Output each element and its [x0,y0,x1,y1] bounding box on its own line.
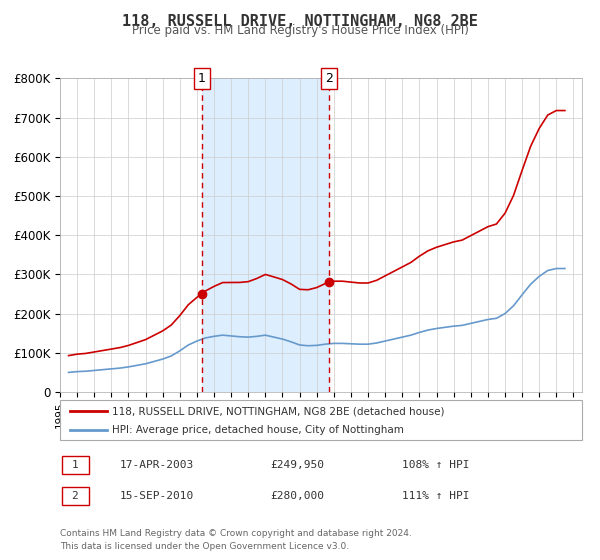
Text: £249,950: £249,950 [270,460,324,470]
FancyBboxPatch shape [60,400,582,440]
Text: 111% ↑ HPI: 111% ↑ HPI [402,491,470,501]
Text: 118, RUSSELL DRIVE, NOTTINGHAM, NG8 2BE: 118, RUSSELL DRIVE, NOTTINGHAM, NG8 2BE [122,14,478,29]
Text: 2: 2 [325,72,333,85]
Text: 15-SEP-2010: 15-SEP-2010 [120,491,194,501]
Text: This data is licensed under the Open Government Licence v3.0.: This data is licensed under the Open Gov… [60,542,349,550]
Text: 17-APR-2003: 17-APR-2003 [120,460,194,470]
Bar [202,78,329,392]
Text: Price paid vs. HM Land Registry's House Price Index (HPI): Price paid vs. HM Land Registry's House … [131,24,469,37]
Text: 108% ↑ HPI: 108% ↑ HPI [402,460,470,470]
Text: HPI: Average price, detached house, City of Nottingham: HPI: Average price, detached house, City… [112,425,404,435]
Text: 2: 2 [71,491,79,501]
Text: 1: 1 [71,460,79,470]
Text: 118, RUSSELL DRIVE, NOTTINGHAM, NG8 2BE (detached house): 118, RUSSELL DRIVE, NOTTINGHAM, NG8 2BE … [112,407,445,417]
Text: 1: 1 [198,72,206,85]
FancyBboxPatch shape [62,456,89,474]
FancyBboxPatch shape [62,487,89,505]
Text: Contains HM Land Registry data © Crown copyright and database right 2024.: Contains HM Land Registry data © Crown c… [60,529,412,538]
Text: £280,000: £280,000 [270,491,324,501]
